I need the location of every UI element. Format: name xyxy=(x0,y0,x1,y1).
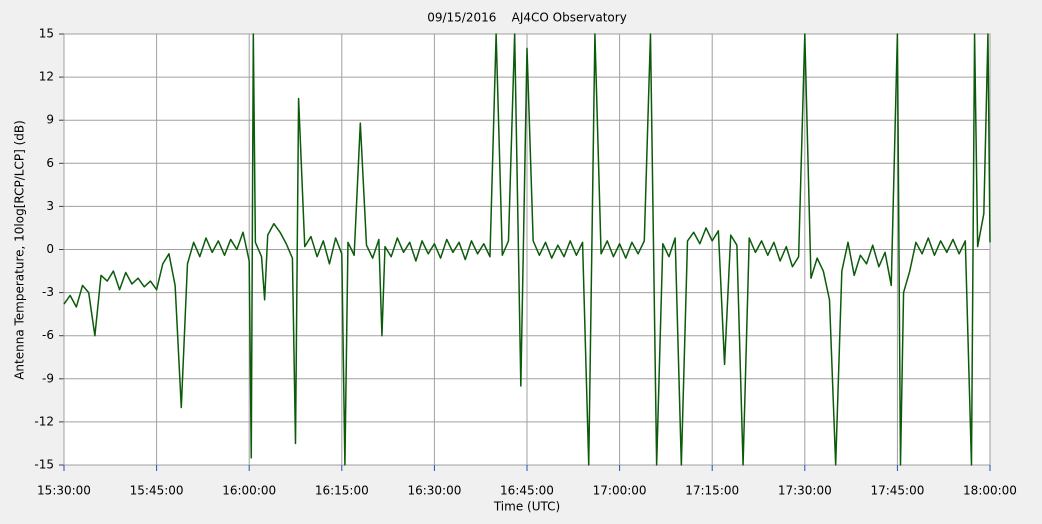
x-tick-label: 16:00:00 xyxy=(222,484,276,498)
x-tick-label: 17:00:00 xyxy=(593,484,647,498)
y-tick-label: 12 xyxy=(39,70,54,84)
y-tick-label: -3 xyxy=(42,285,54,299)
y-tick-label: -6 xyxy=(42,328,54,342)
x-tick-label: 17:30:00 xyxy=(778,484,832,498)
y-tick-label: -9 xyxy=(42,371,54,385)
y-tick-label: 6 xyxy=(46,156,54,170)
chart-title: 09/15/2016 AJ4CO Observatory xyxy=(427,11,627,25)
y-tick-label: -12 xyxy=(34,414,54,428)
x-tick-label: 15:30:00 xyxy=(37,484,91,498)
y-tick-label: 3 xyxy=(46,199,54,213)
y-tick-label: 0 xyxy=(46,242,54,256)
data-line xyxy=(63,33,991,466)
y-axis-label: Antenna Temperature, 10log[RCP/LCP] (dB) xyxy=(13,120,27,380)
y-tick-label: 15 xyxy=(39,27,54,41)
y-tick-label: 9 xyxy=(46,113,54,127)
y-tick-label: -15 xyxy=(34,458,54,472)
x-tick-label: 15:45:00 xyxy=(130,484,184,498)
x-tick-label: 16:15:00 xyxy=(315,484,369,498)
x-tick-label: 18:00:00 xyxy=(963,484,1017,498)
x-axis-label: Time (UTC) xyxy=(493,500,560,514)
x-tick-label: 16:30:00 xyxy=(407,484,461,498)
x-tick-label: 16:45:00 xyxy=(500,484,554,498)
x-tick-label: 17:15:00 xyxy=(685,484,739,498)
x-tick-label: 17:45:00 xyxy=(870,484,924,498)
